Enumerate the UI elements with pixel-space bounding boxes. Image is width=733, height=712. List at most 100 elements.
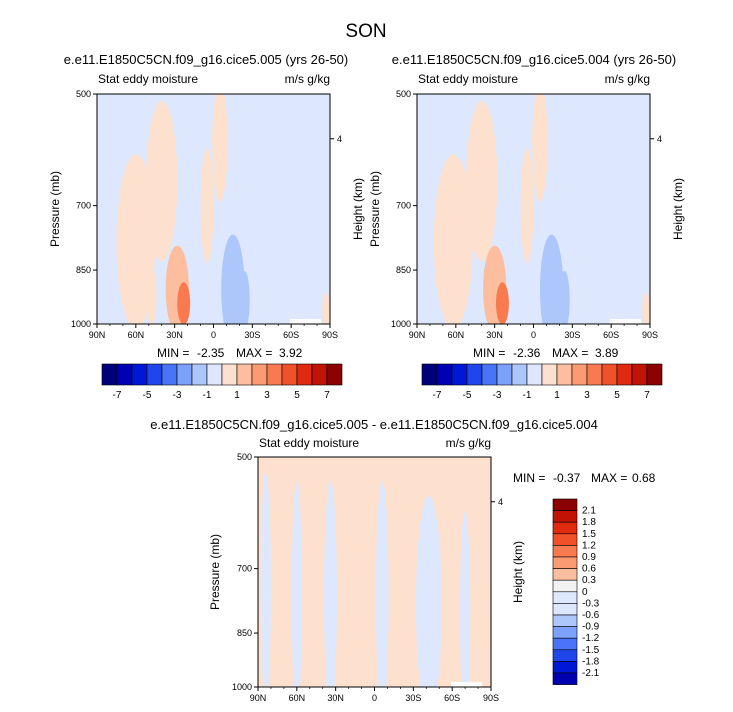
panel-1-max-value: 3.89	[595, 346, 619, 360]
panel-1-colorbar-box-2	[451, 363, 468, 386]
panel-2-colorbar-label-6: 0.3	[582, 575, 596, 586]
panel-2-contour-blob-4	[388, 480, 407, 687]
panel-2-contour-blob-0	[272, 476, 291, 687]
panel-0-xtick-label-6: 90S	[322, 330, 338, 340]
panel-0-contour-blob-11	[212, 94, 228, 202]
panel-1-contour-blob-5	[539, 234, 564, 324]
panel-0-colorbar-label-3: -1	[203, 390, 212, 401]
panel-1-ylabel: Pressure (mb)	[368, 171, 382, 247]
panel-1-colorbar-label-4: 1	[554, 390, 560, 401]
panel-2-colorbar-label-11: -1.2	[582, 633, 600, 644]
panel-0-contour-blob-0	[116, 154, 156, 324]
panel-2-xtick-label-0: 90N	[250, 693, 267, 703]
panel-1-xtick-label-4: 30S	[564, 330, 580, 340]
panel-2-right-string: m/s g/kg	[446, 436, 491, 450]
panel-2-colorbar-box-1	[552, 510, 578, 523]
panel-0-title: e.e11.E1850C5CN.f09_g16.cice5.005 (yrs 2…	[64, 52, 349, 67]
panel-1-min-value: -2.36	[513, 346, 541, 360]
panel-2-contour-blob-6	[474, 496, 488, 687]
panel-2-left-string: Stat eddy moisture	[259, 436, 359, 450]
panel-0-ytick-label-0: 500	[76, 89, 91, 99]
panel-2-colorbar-box-13	[552, 649, 578, 662]
panel-0-contour-blob-12	[322, 292, 330, 324]
panel-2-colorbar-box-2	[552, 521, 578, 535]
panel-1-colorbar-box-10	[571, 363, 588, 386]
panel-0-max-value: 3.92	[279, 346, 303, 360]
panel-1-contour-blob-9	[419, 94, 441, 202]
page-title: SON	[345, 21, 386, 42]
panel-0-xtick-label-4: 30S	[244, 330, 260, 340]
panel-0-colorbar-label-6: 5	[294, 390, 300, 401]
panel-1-colorbar-label-2: -3	[493, 390, 502, 401]
panel-0-xtick-label-0: 90N	[89, 330, 106, 340]
panel-1-colorbar-box-3	[466, 363, 483, 386]
panel-0-colorbar-label-0: -7	[113, 390, 122, 401]
panel-0-contour-blob-4	[146, 267, 157, 324]
panel-1-missing-region	[609, 318, 641, 324]
panel-1-xtick-label-2: 30N	[486, 330, 503, 340]
panel-1-contour-blob-3	[495, 282, 509, 324]
panel-2-colorbar-box-5	[552, 556, 578, 569]
panel-1-colorbar-label-6: 5	[614, 390, 620, 401]
panel-0-contour-blob-5	[200, 148, 214, 264]
panel-2-contour-blob-5	[444, 522, 460, 687]
panel-2-colorbar-label-12: -1.5	[582, 645, 600, 656]
panel-0-min-value: -2.35	[197, 346, 225, 360]
panel-0-colorbar: -7 -5 -3 -1 1 3 5 7	[101, 363, 343, 401]
panel-1-contour-blob-1	[466, 101, 498, 262]
panel-0-missing-region	[289, 318, 321, 324]
panel-0-colorbar-box-0	[101, 363, 118, 386]
panel-0-heatmap	[97, 94, 330, 324]
panel-0-contour-blob-10	[99, 94, 121, 202]
panel-0-colorbar-box-6	[191, 363, 208, 386]
panel-2-heatmap	[258, 457, 491, 687]
panel-2-contour-blob-11	[415, 496, 442, 687]
panel-2-missing-region	[450, 681, 482, 687]
panel-2-max-value: 0.68	[632, 471, 656, 485]
panel-2-contour-blob-10	[375, 480, 389, 687]
panel-1-colorbar-box-7	[526, 363, 543, 386]
panel-2-contour-blob-7	[260, 472, 271, 687]
panel-2-colorbar-label-1: 1.8	[582, 517, 596, 528]
panel-1-ytick-label-3: 1000	[391, 319, 411, 329]
panel-1-colorbar-box-15	[646, 363, 663, 386]
panel-0-colorbar-label-4: 1	[234, 390, 240, 401]
panel-0-colorbar-box-9	[236, 363, 253, 386]
panel-0-colorbar-box-15	[326, 363, 343, 386]
panel-2-xtick-label-5: 60S	[444, 693, 460, 703]
panel-2-ytick-label-3: 1000	[232, 682, 252, 692]
panel-2-colorbar-label-13: -1.8	[582, 656, 600, 667]
panel-1-colorbar-box-8	[541, 363, 558, 386]
panel-2-colorbar-label-5: 0.6	[582, 564, 596, 575]
panel-1-colorbar-box-12	[601, 363, 618, 386]
panel-2-colorbar-label-3: 1.2	[582, 540, 596, 551]
panel-0-ylabel-right: Height (km)	[351, 178, 365, 240]
panel-0-ytick-label-2: 850	[76, 265, 91, 275]
panel-0-colorbar-label-5: 3	[264, 390, 270, 401]
panel-1-colorbar-box-5	[496, 363, 513, 386]
panel-2-title: e.e11.E1850C5CN.f09_g16.cice5.005 - e.e1…	[150, 417, 598, 432]
panel-1-colorbar-box-1	[436, 363, 453, 386]
panel-1-contour-blob-8	[617, 227, 644, 324]
panel-2-contour-blob-12	[459, 510, 471, 687]
panel-2-colorbar-box-8	[552, 591, 578, 604]
panel-1-ytick-label-1: 700	[396, 201, 411, 211]
panel-2-colorbar-label-2: 1.5	[582, 529, 596, 540]
panel-0-ylabel: Pressure (mb)	[48, 171, 62, 247]
panel-0-colorbar-box-14	[311, 363, 328, 386]
panel-2-colorbar-box-6	[552, 568, 578, 581]
panel-2-colorbar-label-8: -0.3	[582, 598, 600, 609]
panel-0-colorbar-box-5	[176, 363, 193, 386]
panel-0-colorbar-label-1: -5	[143, 390, 152, 401]
panel-2-colorbar-box-12	[552, 637, 578, 651]
panel-2-xtick-label-4: 30S	[405, 693, 421, 703]
panel-0-contour-blob-1	[146, 101, 178, 262]
panel-1-colorbar: -7 -5 -3 -1 1 3 5 7	[421, 363, 663, 401]
panel-2-colorbar-box-7	[552, 579, 578, 593]
panel-0-ytick-label-3: 1000	[71, 319, 91, 329]
panel-0-contour-blob-9	[297, 227, 324, 324]
panel-1-contour-blob-7	[594, 278, 616, 324]
panel-2-colorbar-box-9	[552, 603, 578, 616]
panel-1-ylabel-right: Height (km)	[671, 178, 685, 240]
